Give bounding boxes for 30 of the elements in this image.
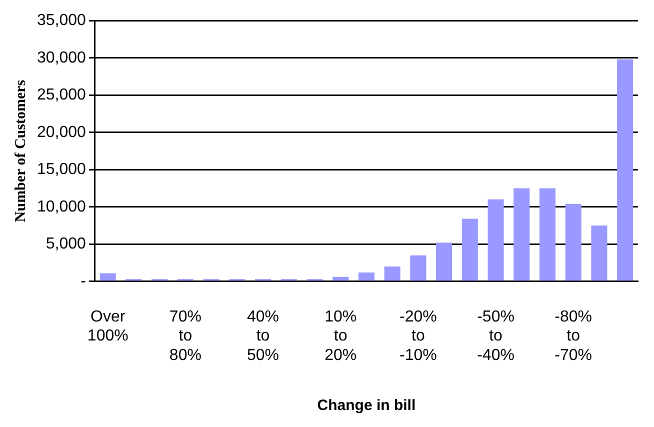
y-tick-label: - — [80, 272, 86, 290]
bar — [410, 255, 426, 281]
bar — [436, 242, 452, 281]
y-tick-label: 25,000 — [37, 86, 86, 104]
bar — [358, 272, 374, 281]
x-tick-label: -80% to -70% — [554, 308, 592, 364]
y-tick-label: 10,000 — [37, 198, 86, 216]
y-tick-label: 15,000 — [37, 161, 86, 178]
x-tick-label: 10% to 20% — [324, 308, 357, 364]
bar — [488, 199, 504, 281]
bar — [514, 188, 530, 281]
x-axis-title: Change in bill — [317, 397, 416, 414]
y-tick-label: 5,000 — [46, 236, 86, 253]
bar — [100, 273, 116, 281]
bar — [332, 276, 349, 281]
y-axis-title: Number of Customers — [12, 80, 29, 222]
bar — [565, 204, 582, 281]
y-tick-label: 30,000 — [37, 49, 86, 66]
x-tick-label: 40% to 50% — [247, 308, 280, 364]
x-tick-label: -20% to -10% — [400, 308, 437, 364]
bar — [384, 266, 400, 281]
bar — [462, 218, 478, 281]
bar — [539, 188, 556, 281]
x-tick-label: -50% to -40% — [477, 308, 514, 364]
y-tick-label: 20,000 — [37, 124, 86, 141]
x-tick-label: 70% to 80% — [169, 308, 202, 364]
x-tick-label: Over 100% — [87, 308, 128, 345]
bar — [617, 59, 634, 281]
y-tick-label: 35,000 — [37, 12, 86, 30]
bar — [591, 226, 608, 281]
